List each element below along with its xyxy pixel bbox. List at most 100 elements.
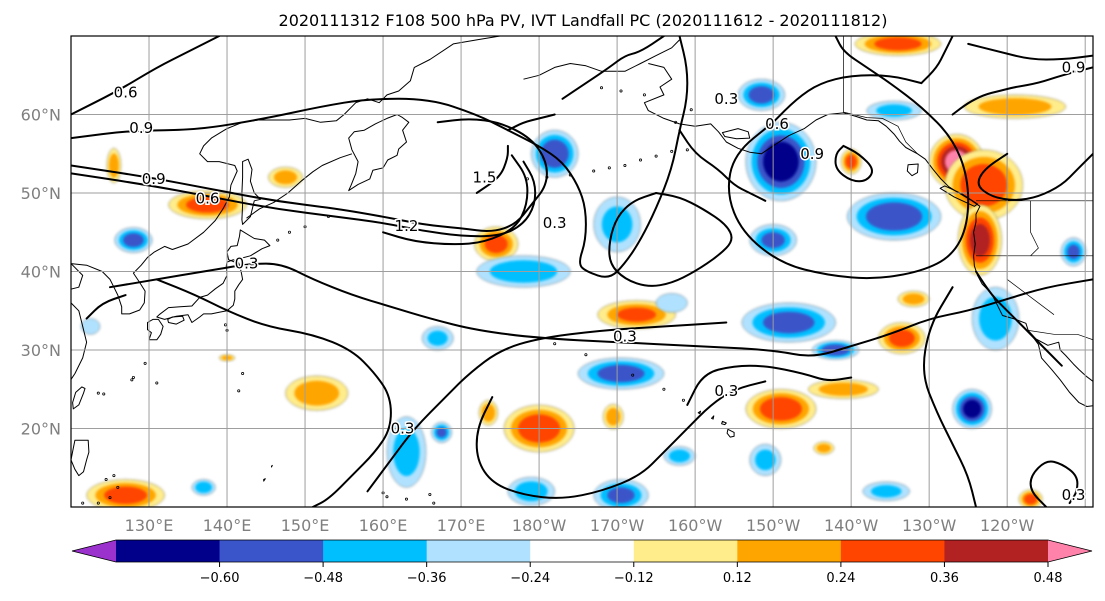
ivt-shade-level [816, 443, 831, 453]
ivt-shade-level [902, 293, 925, 305]
ivt-shade-level [874, 37, 922, 51]
longitude-tick-label: 130°W [902, 516, 957, 535]
pv-contour-label: 1.2 [395, 217, 419, 235]
gridlines-layer [71, 36, 1093, 507]
latitude-tick-label: 50°N [21, 184, 61, 203]
island [81, 501, 85, 505]
coastline [726, 428, 735, 438]
pv-contour-line [85, 294, 127, 320]
colorbar-tick-label: −0.60 [200, 571, 240, 586]
pv-contour-line [686, 364, 853, 406]
pv-contour-line [382, 154, 529, 246]
island [600, 86, 604, 90]
pv-contour-line [561, 36, 665, 100]
ivt-shade-level [606, 407, 621, 426]
pv-contour-layer [71, 36, 1093, 507]
island [428, 492, 432, 496]
coastline [1027, 330, 1093, 382]
colorbar-tick-label: 0.12 [723, 571, 752, 586]
ivt-shade-patch [897, 290, 930, 308]
pv-contour-line [475, 380, 767, 499]
pv-contour-line [366, 321, 728, 493]
ivt-shade-level [978, 98, 1052, 116]
map-frame [70, 35, 1094, 508]
island [237, 389, 241, 393]
pv-contour-line [951, 66, 1093, 116]
ivt-shade-patch [862, 481, 910, 501]
longitude-tick-label: 120°W [980, 516, 1035, 535]
ivt-shade-patch [268, 166, 303, 188]
colorbar-tick-label: 0.24 [826, 571, 855, 586]
island [553, 342, 557, 346]
ivt-shade-level [617, 307, 657, 322]
colorbar-tick-label: 0.36 [930, 571, 959, 586]
pv-contour-line [608, 192, 733, 287]
ivt-shade-patch [745, 122, 817, 202]
ivt-shade-level [865, 202, 923, 231]
ivt-shade-level [597, 364, 645, 383]
latitude-tick-label: 20°N [21, 420, 61, 439]
ivt-shade-patch [421, 326, 454, 351]
ivt-shade-patch [285, 375, 349, 411]
island [155, 381, 159, 385]
ivt-shade-level [668, 449, 691, 463]
ivt-shade-patch [952, 389, 992, 429]
pv-contour-line [923, 286, 977, 507]
pv-contour-line [109, 262, 1093, 357]
ivt-shade-level [755, 449, 776, 471]
coastline [939, 185, 978, 207]
ivt-shade-level [963, 399, 982, 418]
colorbar-segment [840, 540, 945, 562]
ivt-shade-level [123, 233, 144, 248]
coastline [711, 415, 715, 420]
colorbar-segment [633, 540, 738, 562]
ivt-shade-level [481, 403, 496, 422]
pv-contour-label: 0.3 [613, 328, 637, 346]
island [130, 378, 134, 382]
ivt-shade-patch [741, 302, 836, 343]
pv-contour-label: 0.3 [714, 382, 738, 400]
political-border [843, 111, 918, 155]
coastline [156, 259, 244, 323]
pv-contour-label: 0.3 [235, 255, 259, 273]
island [276, 238, 280, 242]
coastline [697, 410, 702, 415]
ivt-shade-level [427, 330, 448, 346]
colorbar-extend-max [1048, 540, 1092, 562]
ivt-shade-patch [80, 318, 101, 335]
pv-contour-label: 0.9 [129, 119, 153, 137]
ivt-shade-patch [191, 479, 216, 496]
colorbar-segment [219, 540, 324, 562]
pv-contour-label: 0.3 [714, 90, 738, 108]
island [112, 474, 116, 478]
colorbar-tick-label: −0.36 [407, 571, 447, 586]
island [681, 398, 685, 402]
pv-contour-label: 0.9 [800, 145, 824, 163]
ivt-shade-patch [847, 192, 942, 241]
ivt-shade-patch [749, 443, 782, 476]
pv-contour-line [977, 152, 1093, 201]
pv-contour-line [475, 144, 509, 194]
longitude-tick-label: 170°E [437, 516, 486, 535]
longitude-axis: 130°E 140°E 150°E 160°E 170°E 180°W 170°W 160°W… [125, 516, 1035, 535]
island [404, 497, 408, 501]
ivt-shade-patch [813, 441, 835, 455]
ivt-shade-level [762, 311, 815, 334]
island [104, 478, 108, 482]
coastline [271, 464, 273, 468]
ivt-shade-level [960, 163, 1008, 207]
chart-title: 2020111312 F108 500 hPa PV, IVT Landfall… [279, 11, 888, 30]
ivt-shade-patch [531, 129, 579, 178]
colorbar-tick-label: −0.48 [303, 571, 343, 586]
pv-contour-line [772, 74, 923, 124]
ivt-shade-level [273, 170, 298, 185]
ivt-shade-patch [957, 204, 1002, 276]
pv-contour-label: 0.3 [391, 420, 415, 438]
island [102, 392, 106, 396]
island [432, 501, 436, 505]
colorbar-extend-min [72, 540, 116, 562]
ivt-shade-level [969, 223, 990, 257]
ivt-shade-patch [854, 36, 942, 56]
coastline [263, 478, 266, 482]
ivt-shade-patch [386, 416, 427, 488]
